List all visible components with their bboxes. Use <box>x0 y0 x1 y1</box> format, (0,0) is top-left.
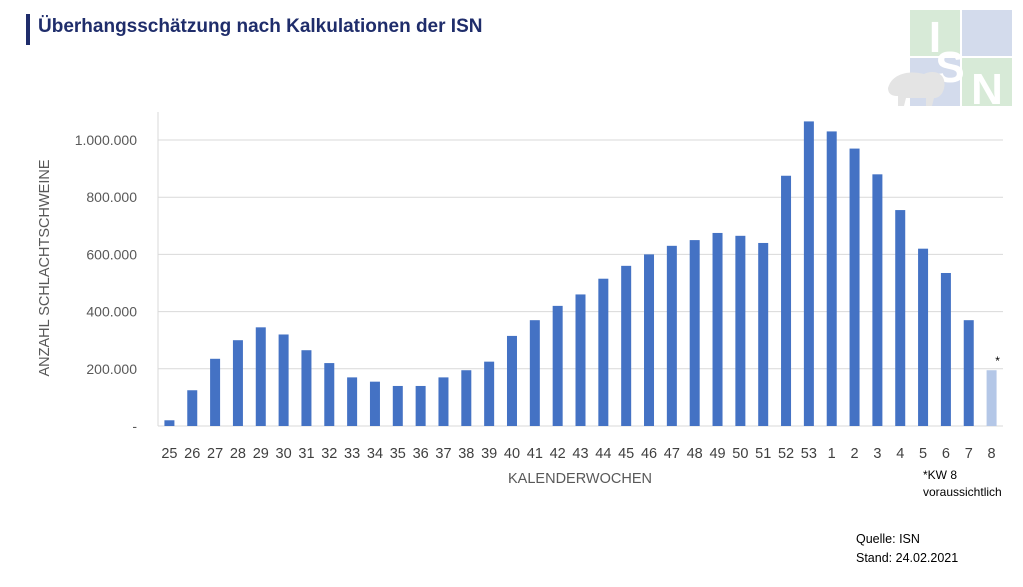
bar <box>552 305 563 426</box>
bar <box>712 232 723 426</box>
x-tick-label: 49 <box>709 446 725 462</box>
footnote-line-2: voraussichtlich <box>923 485 1002 499</box>
x-tick-label: 26 <box>184 446 200 462</box>
x-tick-label: 48 <box>687 446 703 462</box>
bar <box>415 385 426 426</box>
x-tick-label: 7 <box>965 446 973 462</box>
x-tick-label: 37 <box>435 446 451 462</box>
y-tick-label: 200.000 <box>86 361 137 377</box>
bar <box>963 320 974 426</box>
x-tick-label: 27 <box>207 446 223 462</box>
x-tick-label: 6 <box>942 446 950 462</box>
bar <box>164 420 175 426</box>
bar <box>940 272 951 426</box>
y-tick-label: 1.000.000 <box>75 132 137 148</box>
y-tick-label: 800.000 <box>86 189 137 205</box>
bar <box>347 377 358 426</box>
bar <box>803 121 814 426</box>
page-title: Überhangsschätzung nach Kalkulationen de… <box>38 16 483 37</box>
x-tick-label: 51 <box>755 446 771 462</box>
bar <box>735 235 746 426</box>
x-tick-label: 29 <box>253 446 269 462</box>
x-tick-label: 47 <box>664 446 680 462</box>
bar <box>369 381 380 426</box>
x-tick-label: 8 <box>988 446 996 462</box>
x-axis-label: KALENDERWOCHEN <box>508 471 652 487</box>
x-tick-label: 52 <box>778 446 794 462</box>
bar <box>575 294 586 426</box>
bar <box>461 370 472 426</box>
x-tick-label: 38 <box>458 446 474 462</box>
x-tick-label: 31 <box>298 446 314 462</box>
bar <box>666 245 677 426</box>
x-tick-label: 34 <box>367 446 383 462</box>
y-tick-label: - <box>132 418 137 434</box>
x-tick-label: 50 <box>732 446 748 462</box>
x-tick-label: 42 <box>550 446 566 462</box>
y-axis-label: ANZAHL SCHLACHTSCHWEINE <box>37 159 53 376</box>
x-tick-label: 32 <box>321 446 337 462</box>
bar <box>438 377 449 426</box>
x-tick-label: 30 <box>276 446 292 462</box>
y-tick-label: 600.000 <box>86 246 137 262</box>
x-tick-label: 4 <box>896 446 904 462</box>
bar <box>689 240 700 426</box>
x-tick-label: 5 <box>919 446 927 462</box>
pig-icon <box>888 72 945 106</box>
x-tick-label: 45 <box>618 446 634 462</box>
isn-logo: I S N <box>888 10 1012 108</box>
x-tick-label: 41 <box>527 446 543 462</box>
bar <box>895 210 906 426</box>
source-info: Quelle: ISN Stand: 24.02.2021 <box>856 530 958 568</box>
forecast-marker: * <box>995 354 1000 368</box>
bar <box>278 334 289 426</box>
bar <box>529 320 540 426</box>
y-tick-label: 400.000 <box>86 304 137 320</box>
bar <box>781 175 792 426</box>
bar <box>301 350 312 426</box>
x-tick-label: 3 <box>873 446 881 462</box>
footnote-line-1: *KW 8 <box>923 468 958 482</box>
bar <box>758 242 769 426</box>
bar <box>187 390 198 426</box>
x-tick-label: 2 <box>851 446 859 462</box>
bar <box>872 174 883 426</box>
x-tick-label: 39 <box>481 446 497 462</box>
bar <box>849 148 860 426</box>
bar <box>621 265 632 426</box>
bar <box>255 327 266 426</box>
x-tick-label: 44 <box>595 446 611 462</box>
x-tick-label: 25 <box>161 446 177 462</box>
footnote: *KW 8 voraussichtlich <box>923 467 1002 501</box>
logo-letter-n: N <box>971 65 1003 108</box>
x-tick-label: 35 <box>390 446 406 462</box>
logo-letter-i: I <box>929 13 941 62</box>
bar <box>232 340 243 426</box>
bar <box>324 363 335 426</box>
bar <box>484 361 495 426</box>
bar <box>210 358 221 426</box>
x-tick-label: 28 <box>230 446 246 462</box>
source-label: Quelle: ISN <box>856 532 920 546</box>
bar <box>598 278 609 426</box>
bar <box>392 385 403 426</box>
x-tick-label: 43 <box>572 446 588 462</box>
x-tick-label: 1 <box>828 446 836 462</box>
x-tick-label: 33 <box>344 446 360 462</box>
x-tick-label: 36 <box>413 446 429 462</box>
bar <box>644 254 655 426</box>
x-tick-label: 53 <box>801 446 817 462</box>
bar <box>506 335 517 426</box>
title-accent-bar <box>26 14 30 45</box>
x-tick-label: 46 <box>641 446 657 462</box>
bar <box>918 248 929 426</box>
x-tick-label: 40 <box>504 446 520 462</box>
date-label: Stand: 24.02.2021 <box>856 551 959 565</box>
bar <box>826 131 837 427</box>
bar <box>986 370 997 426</box>
